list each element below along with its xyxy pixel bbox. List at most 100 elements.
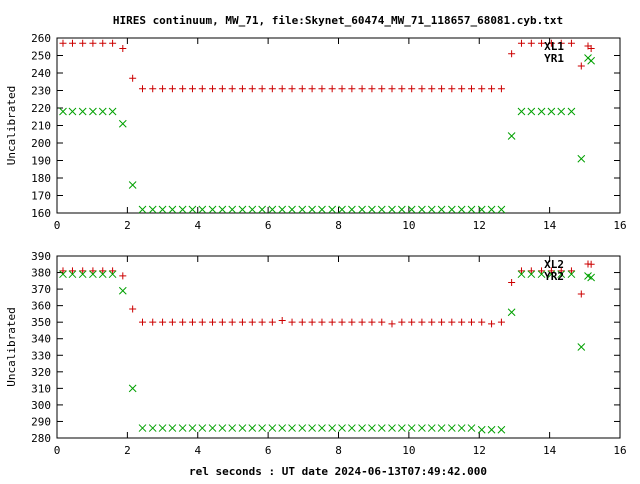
- panel1-yr1-point: [128, 181, 137, 189]
- panel1-legend-label-yr1: YR1: [544, 52, 564, 65]
- panel2-y-tick-label: 390: [31, 250, 51, 263]
- panel2-x-tick-label: 4: [194, 444, 201, 457]
- panel1-x-tick-label: 16: [613, 219, 626, 232]
- panel1-x-tick-label: 10: [402, 219, 415, 232]
- panel2-yr2-point: [567, 270, 576, 279]
- panel2-y-tick-label: 290: [31, 415, 51, 428]
- panel1-yr1-point: [308, 205, 316, 214]
- panel2-legend-label-yr2: YR2: [544, 270, 564, 283]
- panel2-yr2-point: [198, 424, 207, 432]
- panel1-yr1-point: [517, 107, 526, 116]
- panel1-xl1-point: [527, 39, 535, 47]
- panel2-x-tick-label: 2: [124, 444, 131, 457]
- panel2-y-tick-label: 320: [31, 366, 51, 379]
- panel2-xl2-point: [238, 318, 246, 326]
- panel1-y-tick-label: 240: [31, 67, 51, 80]
- panel2-yr2-point: [377, 424, 386, 432]
- panel1-xl1-point: [59, 39, 67, 47]
- panel2-xl2-point: [179, 318, 187, 326]
- panel2-y-tick-label: 310: [31, 382, 51, 395]
- panel2-xl2-point: [258, 318, 266, 326]
- panel1-yr1-point: [208, 205, 217, 214]
- panel2-yr2-point: [407, 424, 416, 432]
- panel1-yr1-point: [507, 132, 516, 140]
- panel2-xl2-point: [278, 317, 286, 325]
- panel1-yr1-point: [108, 107, 117, 116]
- panel2-xl2-point: [218, 318, 226, 326]
- panel2-yr2-point: [258, 424, 266, 432]
- panel2-xl2-point: [149, 318, 157, 326]
- panel1-yr1-point: [537, 107, 546, 116]
- panel1-y-tick-label: 250: [31, 50, 51, 63]
- panel1-xl1-point: [218, 85, 226, 93]
- panel1-yr1-point: [437, 205, 446, 214]
- panel2-xl2-point: [508, 278, 516, 286]
- panel2-yr2-point: [168, 424, 177, 432]
- panel1-yr1-point: [298, 205, 307, 214]
- panel1-yr1-point: [78, 107, 87, 116]
- panel2-xl2-point: [478, 318, 486, 326]
- panel2-xl2-point: [99, 267, 107, 275]
- panel2-yr2-point: [59, 270, 67, 279]
- panel2-yr2-point: [487, 425, 496, 434]
- x-axis-label: rel seconds : UT date 2024-06-13T07:49:4…: [189, 465, 487, 478]
- panel1-x-tick-label: 12: [473, 219, 486, 232]
- panel1-x-tick-label: 4: [194, 219, 201, 232]
- panel2-legend-label-xl2: XL2: [544, 258, 564, 271]
- panel1-yr1-point: [477, 205, 486, 214]
- panel2-xl2-point: [388, 320, 396, 328]
- panel2-xl2-point: [68, 267, 76, 275]
- panel2-legend-marker-xl2: [584, 260, 592, 268]
- panel1-xl1-point: [338, 85, 346, 93]
- panel1-xl1-point: [497, 85, 505, 93]
- panel2-xl2-point: [517, 267, 525, 275]
- panel2-xl2-point: [318, 318, 326, 326]
- panel1-xl1-point: [318, 85, 326, 93]
- panel2-xl2-point: [438, 318, 446, 326]
- panel1-xl1-point: [448, 85, 456, 93]
- panel1-yr1-point: [557, 107, 566, 116]
- panel1-xl1-point: [557, 39, 565, 47]
- panel2-yr2-point: [288, 424, 296, 432]
- panel1-xl1-point: [308, 85, 316, 93]
- panel1-yr1-point: [497, 205, 506, 214]
- panel2-yr2-point: [497, 425, 506, 434]
- panel2-yr2-point: [238, 424, 247, 432]
- panel2-xl2-point: [139, 318, 147, 326]
- panel1-y-tick-label: 180: [31, 172, 51, 185]
- panel2-xl2-point: [168, 318, 176, 326]
- panel1-xl1-point: [129, 74, 137, 82]
- panel2-xl2-point: [458, 318, 466, 326]
- panel2-yr2-point: [89, 270, 97, 279]
- panel2-y-tick-label: 380: [31, 267, 51, 280]
- panel2-xl2-point: [378, 318, 386, 326]
- panel1-xl1-point: [238, 85, 246, 93]
- panel2-legend-marker-yr2: [584, 272, 592, 280]
- panel2-xl2-point: [248, 318, 256, 326]
- panel2-yr2-point: [467, 424, 476, 432]
- panel1-legend-marker-xl1: [584, 42, 592, 50]
- panel2-yr2-point: [68, 270, 77, 279]
- panel1-xl1-point: [168, 85, 176, 93]
- panel1-yr1-point: [68, 107, 77, 116]
- panel2-yr2-point: [577, 343, 586, 351]
- panel2-x-tick-label: 8: [335, 444, 342, 457]
- panel2-yr2-point: [248, 424, 257, 432]
- panel1-y-tick-label: 230: [31, 85, 51, 98]
- panel2-xl2-point: [119, 272, 127, 280]
- panel1-xl1-point: [388, 85, 396, 93]
- panel1-x-tick-label: 0: [54, 219, 61, 232]
- panel1-xl1-point: [268, 85, 276, 93]
- panel1-y-axis-label: Uncalibrated: [5, 86, 18, 165]
- panel2-yr2-point: [328, 424, 337, 432]
- panel1-xl1-point: [458, 85, 466, 93]
- panel1-yr1-point: [238, 205, 247, 214]
- panel1-yr1-point: [178, 205, 187, 214]
- panel2-xl2-point: [348, 318, 356, 326]
- panel2-yr2-point: [527, 270, 536, 279]
- panel1-y-tick-label: 220: [31, 102, 51, 115]
- panel1-x-tick-label: 2: [124, 219, 131, 232]
- panel1-legend-label-xl1: XL1: [544, 40, 564, 53]
- panel2-yr2-point: [178, 424, 187, 432]
